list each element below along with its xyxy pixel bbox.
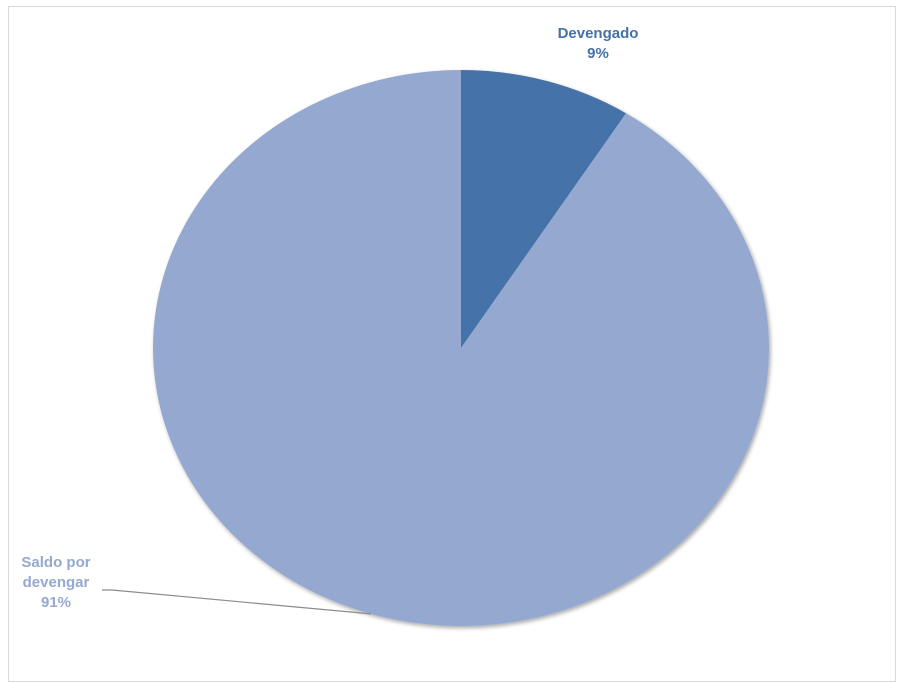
pie-slice-0 [461,70,627,348]
leader-line [102,589,371,615]
data-label-1: Saldo por devengar 91% [21,554,90,611]
data-label-0: Devengado 9% [558,25,639,62]
pie-slice-1 [153,70,770,627]
